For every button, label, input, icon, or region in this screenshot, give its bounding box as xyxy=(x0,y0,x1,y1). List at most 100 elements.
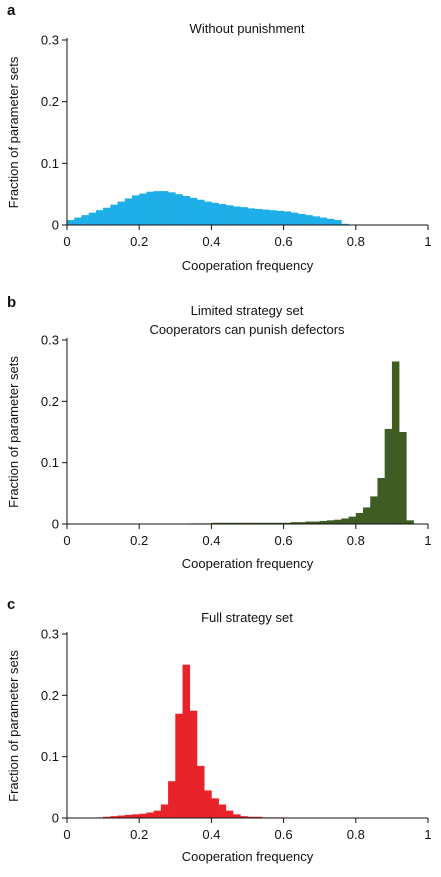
y-tick-label-a-1: 0.1 xyxy=(41,156,59,171)
panel-a-letter: a xyxy=(7,2,16,19)
x-tick-label-b-3: 0.6 xyxy=(275,533,293,548)
x-axis-label-a: Cooperation frequency xyxy=(182,258,314,273)
bar-b-20 xyxy=(334,519,342,524)
bar-a-16 xyxy=(182,196,191,225)
histogram-b: Limited strategy set Cooperators can puni… xyxy=(6,303,432,571)
bar-a-38 xyxy=(341,223,349,225)
bar-a-23 xyxy=(233,206,241,225)
y-axis-label-a: Fraction of parameter sets xyxy=(6,56,21,208)
bar-c-15 xyxy=(204,790,212,818)
bar-b-19 xyxy=(326,520,335,524)
bar-c-4 xyxy=(124,814,133,818)
x-tick-label-c-0: 0 xyxy=(63,827,70,842)
bar-c-10 xyxy=(168,781,176,818)
bar-a-21 xyxy=(218,204,227,225)
x-tick-label-b-1: 0.2 xyxy=(130,533,148,548)
chart-title-b: Limited strategy set xyxy=(191,303,304,318)
bar-c-8 xyxy=(153,810,162,818)
histogram-c: Full strategy set 0 0.2 0.4 0.6 0.8 1 0 0.1 0.2 0.… xyxy=(6,610,432,864)
bar-b-21 xyxy=(341,518,349,524)
bar-a-32 xyxy=(298,213,306,225)
bar-a-28 xyxy=(269,210,277,225)
bar-c-13 xyxy=(189,710,198,818)
bar-b-7 xyxy=(240,522,248,524)
x-tick-label-c-1: 0.2 xyxy=(130,827,148,842)
bar-b-5 xyxy=(225,522,234,524)
bar-b-18 xyxy=(319,520,328,524)
y-tick-label-a-0: 0 xyxy=(52,218,59,233)
bar-c-5 xyxy=(131,814,140,818)
bar-a-27 xyxy=(261,209,270,225)
bar-b-8 xyxy=(247,522,256,524)
y-tick-label-c-3: 0.3 xyxy=(41,627,59,642)
bar-a-2 xyxy=(81,215,89,225)
x-tick-label-c-3: 0.6 xyxy=(275,827,293,842)
bar-a-25 xyxy=(247,208,256,225)
bar-a-19 xyxy=(204,201,212,225)
panel-c: c Full strategy set 0 0.2 0.4 0.6 0.8 1 0 0.1 0.2… xyxy=(0,594,441,872)
bar-b-9 xyxy=(254,522,263,524)
bar-b-23 xyxy=(355,512,364,524)
histogram-a: Without punishment 0 0.2 0.4 0.6 0.8 1 0 0.1 0.2 0… xyxy=(6,21,432,273)
bar-b-24 xyxy=(363,507,371,524)
y-tick-label-b-3: 0.3 xyxy=(41,333,59,348)
bar-c-6 xyxy=(139,813,147,818)
y-tick-label-c-2: 0.2 xyxy=(41,688,59,703)
x-tick-label-b-5: 1 xyxy=(424,533,431,548)
x-tick-label-a-5: 1 xyxy=(424,234,431,249)
bar-b-11 xyxy=(269,522,277,524)
x-tick-label-b-2: 0.4 xyxy=(202,533,220,548)
bar-c-14 xyxy=(196,765,205,818)
x-tick-label-a-0: 0 xyxy=(63,234,70,249)
panel-c-letter: c xyxy=(7,596,16,613)
bar-c-22 xyxy=(254,816,263,818)
bar-a-29 xyxy=(276,210,284,225)
bar-a-1 xyxy=(74,217,82,225)
x-axis-label-c: Cooperation frequency xyxy=(182,849,314,864)
x-tick-label-b-0: 0 xyxy=(63,533,70,548)
bar-b-29 xyxy=(399,432,407,524)
bar-a-20 xyxy=(211,202,219,225)
bar-a-7 xyxy=(117,201,126,225)
bar-a-10 xyxy=(139,193,147,225)
bar-b-30 xyxy=(406,520,414,524)
bar-a-26 xyxy=(254,208,263,225)
bar-a-18 xyxy=(196,199,205,225)
bar-a-36 xyxy=(326,218,335,225)
bar-b-10 xyxy=(261,522,270,524)
x-tick-label-a-2: 0.4 xyxy=(202,234,220,249)
bar-b-14 xyxy=(290,522,299,524)
bar-a-11 xyxy=(146,191,154,225)
y-tick-label-b-2: 0.2 xyxy=(41,394,59,409)
bar-b-27 xyxy=(384,428,393,524)
panel-b: b Limited strategy set Cooperators can pu… xyxy=(0,292,441,584)
x-tick-label-c-5: 1 xyxy=(424,827,431,842)
y-tick-label-b-1: 0.1 xyxy=(41,455,59,470)
bar-c-12 xyxy=(182,664,191,818)
bar-c-16 xyxy=(211,798,219,818)
bar-a-12 xyxy=(153,191,162,225)
bar-b-26 xyxy=(377,478,385,524)
bar-c-18 xyxy=(225,810,234,818)
bar-b-13 xyxy=(283,522,292,524)
bar-c-21 xyxy=(247,816,256,818)
bar-a-35 xyxy=(319,217,328,225)
bar-b-25 xyxy=(370,496,378,524)
bar-a-0 xyxy=(67,220,75,225)
y-tick-label-a-3: 0.3 xyxy=(41,33,59,48)
panel-a: a Without punishment 0 0.2 0.4 0.6 0.8 1 0 0.1 0.… xyxy=(0,0,441,290)
bar-c-3 xyxy=(117,815,126,818)
bar-b-6 xyxy=(233,522,241,524)
x-tick-label-b-4: 0.8 xyxy=(347,533,365,548)
y-tick-label-c-1: 0.1 xyxy=(41,749,59,764)
bar-a-6 xyxy=(110,204,118,225)
bar-a-14 xyxy=(168,192,176,225)
bar-a-17 xyxy=(189,197,198,225)
bar-a-33 xyxy=(305,215,313,225)
bar-b-4 xyxy=(218,522,227,524)
bar-a-22 xyxy=(225,205,234,225)
chart-title-c: Full strategy set xyxy=(201,610,293,625)
bar-a-37 xyxy=(334,220,342,225)
bar-a-31 xyxy=(290,212,299,225)
y-tick-label-a-2: 0.2 xyxy=(41,94,59,109)
